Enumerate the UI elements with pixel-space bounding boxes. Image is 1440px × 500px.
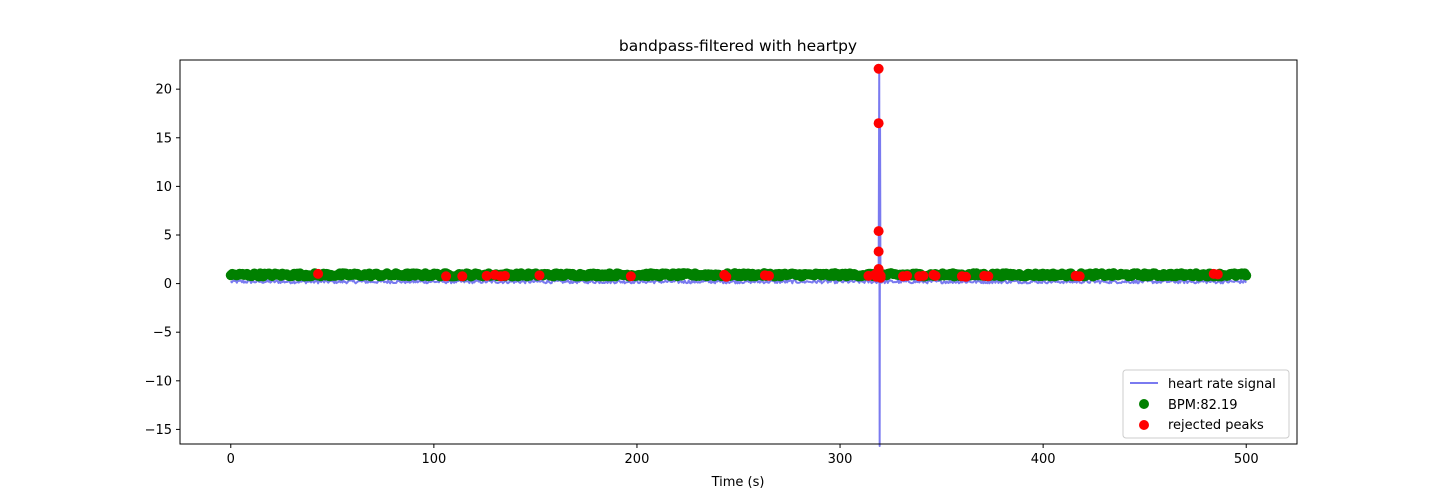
y-tick-label: 10 bbox=[155, 180, 172, 195]
rejected-peak-point bbox=[313, 268, 324, 279]
chart-title: bandpass-filtered with heartpy bbox=[619, 37, 857, 55]
signal-series bbox=[230, 68, 1248, 447]
x-tick-label: 400 bbox=[1031, 452, 1056, 467]
y-tick-label: 20 bbox=[155, 83, 172, 98]
y-tick-label: 0 bbox=[164, 277, 172, 292]
rejected-peak-point bbox=[534, 270, 545, 281]
x-axis-label: Time (s) bbox=[711, 475, 765, 490]
x-tick-label: 100 bbox=[421, 452, 446, 467]
rejected-peak-point bbox=[873, 118, 884, 129]
y-tick-label: 5 bbox=[164, 228, 172, 243]
rejected-peak-point bbox=[499, 270, 510, 281]
accepted-peaks-series bbox=[225, 268, 1252, 282]
x-axis: 0 100 200 300 400 500 bbox=[227, 444, 1259, 467]
x-tick-label: 300 bbox=[828, 452, 853, 467]
x-tick-label: 0 bbox=[227, 452, 235, 467]
legend-label-rejected: rejected peaks bbox=[1168, 418, 1264, 433]
accepted-peak-point bbox=[1241, 270, 1252, 281]
rejected-peak-point bbox=[1212, 269, 1223, 280]
rejected-peak-point bbox=[873, 63, 884, 74]
x-tick-label: 200 bbox=[625, 452, 650, 467]
legend: heart rate signal BPM:82.19 rejected pea… bbox=[1122, 369, 1290, 439]
rejected-peak-point bbox=[875, 272, 886, 283]
y-tick-label: 15 bbox=[155, 131, 172, 146]
rejected-peak-point bbox=[441, 271, 452, 282]
x-tick-label: 500 bbox=[1234, 452, 1259, 467]
rejected-peaks-series bbox=[313, 63, 1223, 283]
legend-label-signal: heart rate signal bbox=[1168, 377, 1276, 392]
legend-rejected-swatch bbox=[1139, 420, 1149, 430]
rejected-peak-point bbox=[763, 270, 774, 281]
rejected-peak-point bbox=[873, 226, 884, 237]
y-tick-label: −15 bbox=[145, 423, 172, 438]
y-tick-label: −10 bbox=[145, 374, 172, 389]
signal-line bbox=[230, 68, 1248, 447]
rejected-peak-point bbox=[918, 270, 929, 281]
rejected-peak-point bbox=[983, 271, 994, 282]
rejected-peak-point bbox=[960, 271, 971, 282]
legend-label-accepted: BPM:82.19 bbox=[1168, 398, 1238, 413]
rejected-peak-point bbox=[457, 271, 468, 282]
rejected-peak-point bbox=[481, 270, 492, 281]
plot-area bbox=[225, 63, 1252, 447]
axes-frame bbox=[179, 59, 1298, 445]
rejected-peak-point bbox=[625, 271, 636, 282]
y-tick-label: −5 bbox=[153, 326, 172, 341]
legend-accepted-swatch bbox=[1139, 399, 1149, 409]
y-axis: −15 −10 −5 0 5 10 15 20 bbox=[145, 83, 180, 438]
rejected-peak-point bbox=[930, 270, 941, 281]
rejected-peak-point bbox=[721, 271, 732, 282]
rejected-peak-point bbox=[902, 270, 913, 281]
rejected-peak-point bbox=[1074, 271, 1085, 282]
legend-frame bbox=[1122, 369, 1290, 439]
rejected-peak-point bbox=[873, 246, 884, 257]
